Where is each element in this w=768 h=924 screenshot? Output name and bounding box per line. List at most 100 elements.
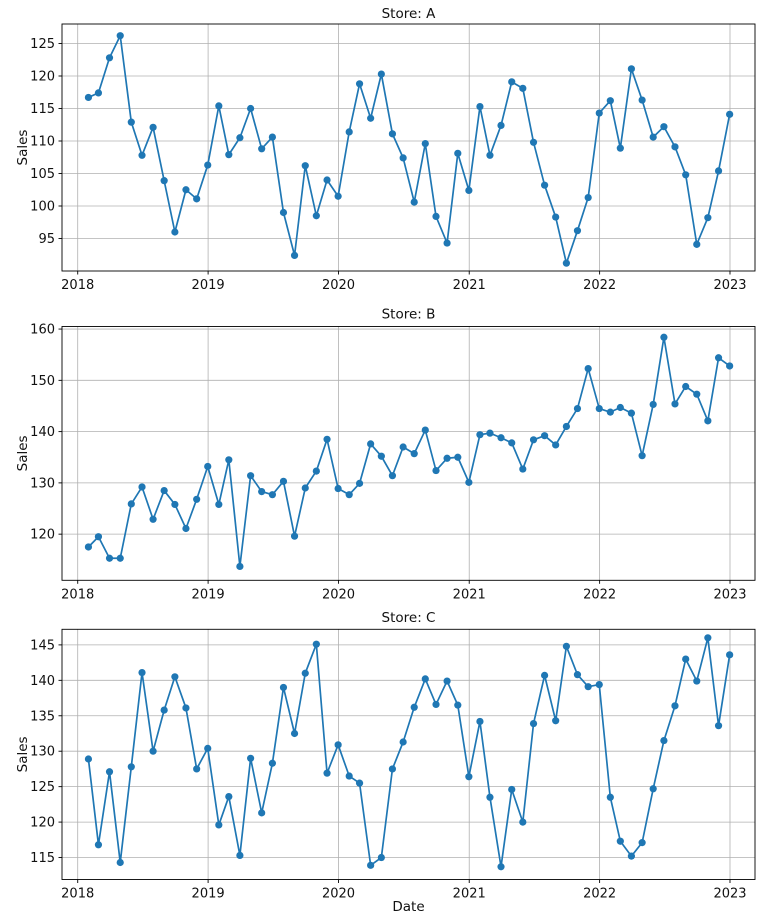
y-tick-label: 130 (30, 476, 55, 491)
data-point-marker (671, 702, 679, 710)
y-tick-label: 135 (30, 709, 55, 724)
data-point-marker (432, 212, 440, 220)
data-point-marker (508, 439, 516, 447)
data-point-marker (638, 839, 646, 847)
y-tick-label: 145 (30, 638, 55, 653)
store-b-title: Store: B (382, 307, 436, 323)
data-point-marker (573, 671, 582, 679)
data-point-marker (541, 181, 549, 189)
data-point-marker (541, 671, 549, 679)
data-point-marker (454, 149, 462, 157)
data-point-marker (704, 417, 712, 425)
data-point-marker (345, 491, 353, 499)
data-point-marker (105, 554, 114, 562)
series-line (87, 636, 731, 868)
data-point-marker (552, 213, 560, 221)
data-point-marker (225, 151, 233, 159)
data-point-marker (193, 495, 201, 503)
data-point-marker (606, 408, 614, 416)
data-point-marker (497, 121, 505, 129)
data-point-marker (258, 145, 266, 153)
data-point-marker (345, 772, 353, 780)
x-tick-label: 2019 (192, 587, 225, 602)
store-b-plot: 120 130 140 150 160 2018 2019 2020 2021 2022 2023 (30, 323, 756, 602)
data-point-marker (421, 140, 429, 148)
data-point-marker (84, 755, 93, 763)
store-a-title: Store: A (382, 6, 437, 22)
data-point-marker (367, 440, 375, 448)
data-point-marker (693, 240, 701, 248)
x-tick-label: 2019 (192, 278, 225, 293)
data-point-marker (323, 769, 331, 777)
data-point-marker (279, 683, 288, 692)
data-point-marker (443, 677, 451, 685)
data-point-marker (726, 110, 734, 118)
y-tick-label: 130 (30, 745, 55, 760)
data-point-marker (290, 532, 299, 540)
data-point-marker (247, 472, 255, 480)
x-axis-label: Date (392, 899, 424, 915)
y-tick-label: 150 (30, 374, 55, 389)
data-point-marker (268, 759, 276, 767)
data-point-marker (388, 765, 397, 773)
series-line (87, 336, 731, 568)
data-point-marker (497, 434, 505, 442)
data-point-marker (367, 861, 375, 869)
data-point-marker (116, 858, 124, 867)
data-point-marker (519, 818, 527, 826)
y-tick-label: 105 (30, 167, 55, 182)
data-point-marker (616, 837, 624, 845)
data-point-marker (215, 102, 223, 110)
data-point-marker (562, 642, 570, 650)
data-point-marker (627, 852, 636, 860)
y-tick-label: 140 (30, 425, 55, 440)
x-tick-label: 2018 (61, 887, 94, 902)
data-point-marker (410, 703, 418, 711)
data-point-marker (671, 143, 679, 151)
data-point-marker (529, 138, 538, 146)
data-point-marker (638, 452, 646, 460)
data-point-marker (682, 382, 690, 391)
data-point-marker (127, 118, 135, 126)
data-point-marker (182, 524, 190, 533)
data-point-marker (552, 717, 560, 725)
data-point-marker (497, 863, 505, 871)
data-point-marker (290, 729, 299, 738)
y-tick-label: 115 (30, 851, 55, 866)
y-tick-label: 140 (30, 674, 55, 689)
store-a-ylabel: Sales (15, 130, 31, 166)
data-point-marker (443, 454, 451, 462)
data-point-marker (693, 390, 701, 398)
data-point-marker (116, 554, 124, 562)
data-point-marker (116, 32, 124, 40)
data-point-marker (258, 809, 266, 817)
data-point-marker (660, 736, 668, 745)
data-point-marker (84, 93, 93, 102)
y-tick-label: 100 (30, 200, 55, 215)
data-point-marker (247, 104, 255, 113)
y-tick-label: 115 (30, 102, 55, 117)
data-point-marker (616, 144, 624, 152)
x-tick-label: 2021 (453, 887, 486, 902)
x-tick-label: 2023 (713, 278, 746, 293)
data-point-marker (367, 114, 375, 122)
data-point-marker (519, 84, 527, 92)
data-point-marker (204, 462, 212, 471)
data-point-marker (486, 151, 494, 159)
data-point-marker (312, 467, 320, 475)
x-tick-label: 2018 (61, 587, 94, 602)
store-c-ylabel: Sales (15, 736, 31, 772)
data-point-marker (138, 668, 146, 677)
data-point-marker (573, 227, 582, 235)
data-point-marker (649, 400, 657, 409)
data-point-marker (268, 491, 276, 499)
data-point-marker (323, 176, 331, 184)
data-point-marker (573, 404, 582, 413)
y-tick-label: 125 (30, 37, 55, 52)
data-point-marker (171, 228, 179, 236)
store-a-plot: 95 100 105 110 115 120 125 2018 2019 2020 2021 2022… (30, 23, 756, 293)
data-point-marker (138, 483, 146, 491)
data-point-marker (236, 562, 244, 571)
data-point-marker (377, 70, 385, 78)
data-point-marker (714, 722, 723, 730)
